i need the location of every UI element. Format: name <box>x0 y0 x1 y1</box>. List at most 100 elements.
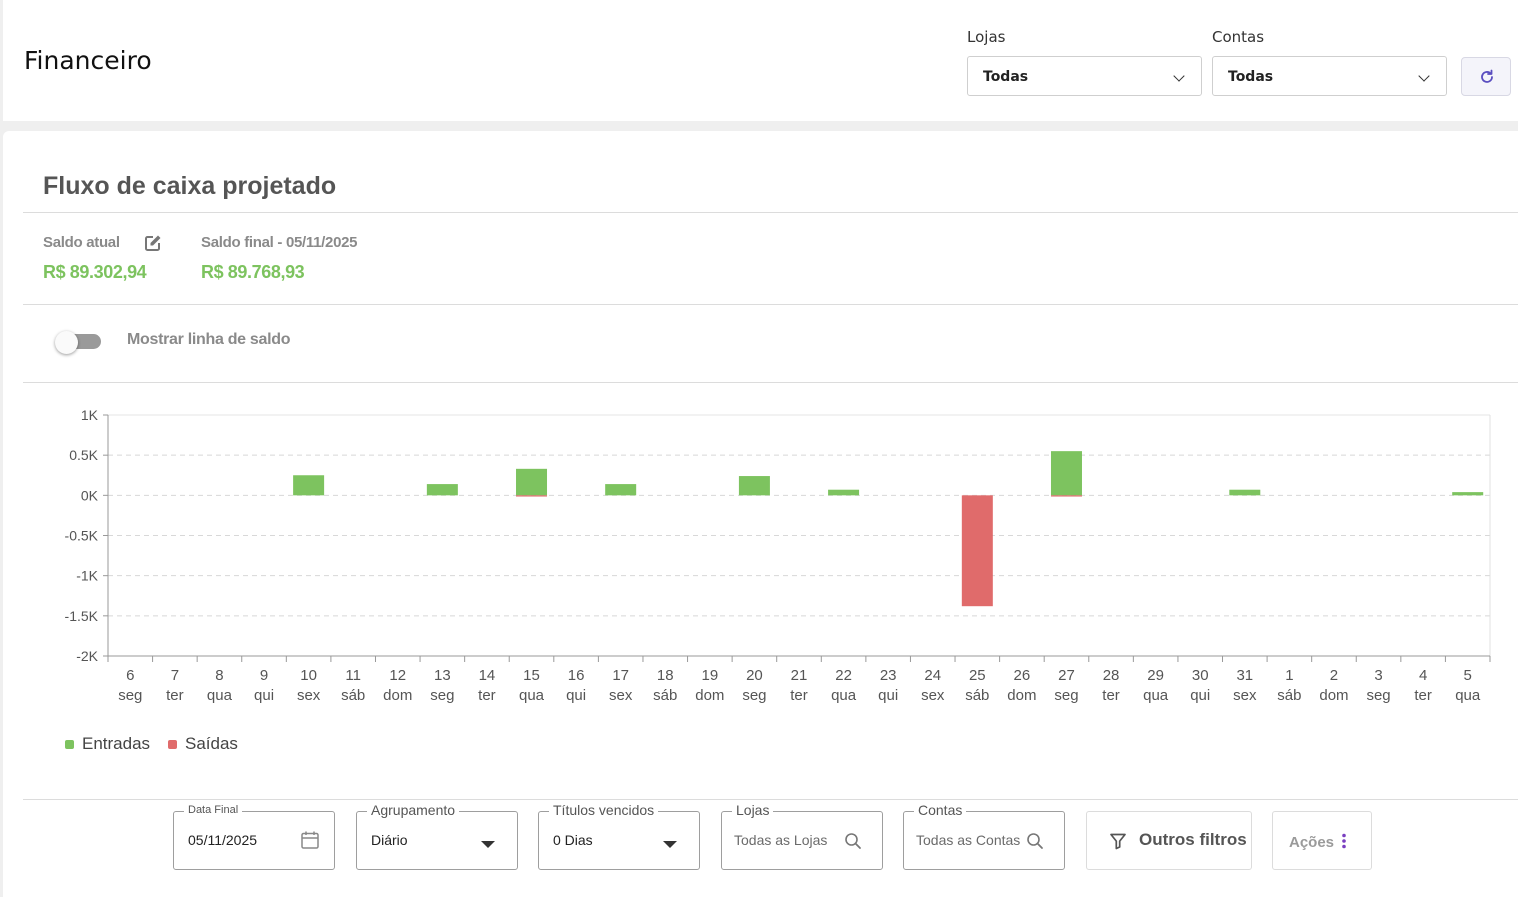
contas-search-field[interactable]: Contas Todas as Contas <box>903 802 1065 870</box>
x-weekday-label: seg <box>742 687 766 704</box>
x-tick-label: 21 <box>791 667 808 684</box>
x-tick-label: 13 <box>434 667 451 684</box>
contas-select-value: Todas <box>1228 69 1274 85</box>
x-tick-label: 14 <box>479 667 496 684</box>
contas-search-placeholder: Todas as Contas <box>916 832 1021 848</box>
y-tick-label: 0.5K <box>69 447 98 463</box>
search-icon <box>1027 833 1043 849</box>
x-tick-label: 25 <box>969 667 986 684</box>
edit-icon[interactable] <box>144 234 162 252</box>
titulos-vencidos-label: Títulos vencidos <box>549 802 659 818</box>
lojas-search-field[interactable]: Lojas Todas as Lojas <box>721 802 883 870</box>
agrupamento-select[interactable]: Agrupamento Diário <box>356 802 518 870</box>
lojas-select[interactable]: Todas <box>967 56 1202 96</box>
x-weekday-label: ter <box>166 687 184 704</box>
lojas-select-value: Todas <box>983 69 1029 85</box>
more-vertical-icon <box>1342 833 1346 849</box>
page-title: Financeiro <box>24 46 152 75</box>
titulos-vencidos-value: 0 Dias <box>553 832 593 848</box>
x-tick-label: 2 <box>1330 667 1338 684</box>
legend-item-entradas[interactable]: Entradas <box>65 734 150 754</box>
bar-entradas <box>828 489 860 496</box>
x-tick-label: 11 <box>345 667 361 684</box>
toggle-label: Mostrar linha de saldo <box>127 331 291 348</box>
cash-flow-chart: 1K 0.5K 0K -0.5K -1K -1.5K -2K 6 seg 7 ter 8 qua 9 qui… <box>65 407 1491 704</box>
bar-entradas <box>516 468 548 496</box>
lojas-filter-label: Lojas <box>732 802 774 818</box>
saldo-line-toggle[interactable] <box>55 331 101 354</box>
contas-select[interactable]: Todas <box>1212 56 1447 96</box>
x-tick-label: 18 <box>657 667 674 684</box>
x-tick-label: 20 <box>746 667 763 684</box>
x-weekday-label: qui <box>566 687 586 704</box>
y-tick-label: -2K <box>76 648 98 664</box>
x-weekday-label: seg <box>1054 687 1078 704</box>
x-tick-label: 17 <box>612 667 629 684</box>
x-weekday-label: ter <box>1414 687 1432 704</box>
legend-item-saidas[interactable]: Saídas <box>168 734 238 754</box>
x-tick-label: 10 <box>300 667 317 684</box>
x-weekday-label: sáb <box>965 687 989 704</box>
bar-entradas <box>293 475 325 496</box>
x-tick-label: 19 <box>701 667 718 684</box>
agrupamento-value: Diário <box>371 832 408 848</box>
cash-flow-card: Fluxo de caixa projetado Saldo atual R$ … <box>3 131 1518 897</box>
divider <box>23 799 1518 800</box>
x-weekday-label: dom <box>695 687 724 704</box>
data-final-label: Data Final <box>184 804 243 816</box>
bar-entradas <box>426 484 458 496</box>
refresh-button[interactable] <box>1461 57 1511 96</box>
divider <box>23 304 1518 305</box>
x-tick-label: 6 <box>126 667 134 684</box>
x-weekday-label: dom <box>383 687 412 704</box>
x-weekday-label: qui <box>1190 687 1210 704</box>
bar-saidas <box>1050 495 1082 497</box>
refresh-icon <box>1481 69 1493 83</box>
data-final-field[interactable]: Data Final 05/11/2025 <box>173 804 335 870</box>
x-weekday-label: seg <box>118 687 142 704</box>
acoes-button[interactable]: Ações <box>1272 811 1372 870</box>
calendar-icon[interactable] <box>300 830 320 850</box>
x-weekday-label: qui <box>878 687 898 704</box>
caret-down-icon <box>481 841 495 848</box>
x-tick-label: 31 <box>1236 667 1253 684</box>
outros-filtros-button[interactable]: Outros filtros <box>1086 811 1252 870</box>
x-weekday-label: sex <box>1233 687 1257 704</box>
x-tick-label: 30 <box>1192 667 1209 684</box>
x-tick-label: 15 <box>523 667 540 684</box>
toggle-knob <box>55 331 78 354</box>
x-weekday-label: sáb <box>1277 687 1301 704</box>
bar-saidas <box>516 495 548 497</box>
x-tick-label: 23 <box>880 667 897 684</box>
x-tick-label: 27 <box>1058 667 1075 684</box>
divider <box>23 382 1518 383</box>
x-tick-label: 9 <box>260 667 268 684</box>
caret-down-icon <box>663 841 677 848</box>
x-weekday-label: qui <box>254 687 274 704</box>
x-tick-label: 12 <box>389 667 406 684</box>
x-tick-label: 5 <box>1464 667 1472 684</box>
x-weekday-label: sex <box>609 687 633 704</box>
x-tick-label: 24 <box>924 667 941 684</box>
legend-label: Entradas <box>82 734 151 753</box>
x-weekday-label: dom <box>1007 687 1036 704</box>
data-final-value: 05/11/2025 <box>188 832 258 848</box>
x-tick-label: 22 <box>835 667 852 684</box>
x-weekday-label: dom <box>1319 687 1348 704</box>
titulos-vencidos-select[interactable]: Títulos vencidos 0 Dias <box>538 802 700 870</box>
x-weekday-label: qua <box>1455 687 1481 704</box>
x-weekday-label: sáb <box>653 687 677 704</box>
chevron-down-icon <box>1173 70 1185 82</box>
filter-icon <box>1110 833 1126 850</box>
bar-entradas <box>1050 451 1082 496</box>
y-tick-label: -0.5K <box>65 528 99 544</box>
acoes-label: Ações <box>1289 834 1335 851</box>
lojas-search-placeholder: Todas as Lojas <box>734 832 828 848</box>
y-tick-label: 1K <box>81 407 99 423</box>
bar-entradas <box>1452 492 1484 496</box>
x-tick-label: 4 <box>1419 667 1427 684</box>
legend-swatch <box>168 739 177 749</box>
saldo-final-value: R$ 89.768,93 <box>201 262 305 282</box>
divider <box>23 212 1518 213</box>
x-weekday-label: sáb <box>341 687 365 704</box>
